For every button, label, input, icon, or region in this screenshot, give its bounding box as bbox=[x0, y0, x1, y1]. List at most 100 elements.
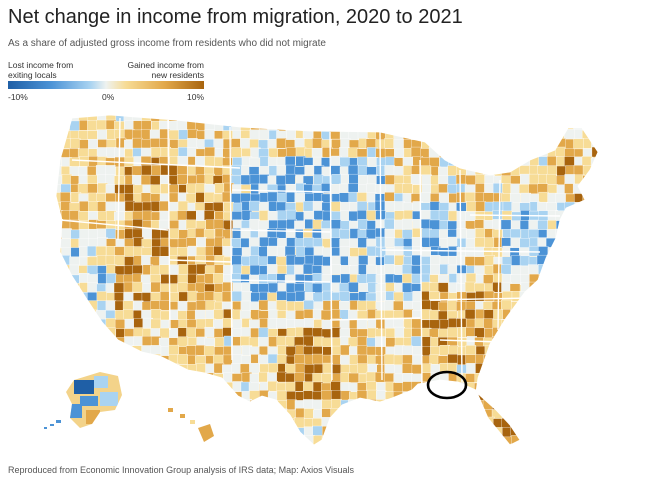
county-cell bbox=[402, 407, 414, 419]
county-cell bbox=[357, 115, 368, 122]
county-cell bbox=[158, 219, 170, 231]
county-cell bbox=[56, 129, 62, 140]
county-cell bbox=[583, 426, 594, 438]
county-cell bbox=[546, 129, 557, 141]
county-cell bbox=[564, 245, 576, 257]
county-cell bbox=[56, 228, 62, 239]
county-cell bbox=[493, 373, 505, 384]
county-cell bbox=[573, 436, 584, 445]
county-cell bbox=[591, 300, 598, 311]
county-cell bbox=[105, 255, 117, 266]
county-cell bbox=[466, 399, 477, 410]
county-cell bbox=[565, 327, 576, 338]
county-cell bbox=[385, 409, 397, 420]
county-cell bbox=[429, 219, 440, 231]
county-cell bbox=[87, 345, 98, 356]
county-cell bbox=[564, 174, 575, 185]
county-cell bbox=[402, 363, 413, 375]
county-cell bbox=[267, 391, 279, 402]
county-cell bbox=[294, 138, 306, 149]
county-cell bbox=[547, 363, 558, 374]
county-cell bbox=[295, 274, 306, 285]
county-cell bbox=[97, 446, 107, 456]
county-cell bbox=[169, 399, 180, 410]
county-cell bbox=[214, 426, 226, 438]
county-cell bbox=[537, 443, 548, 445]
county-cell bbox=[502, 291, 513, 302]
county-cell bbox=[591, 355, 598, 366]
county-cell bbox=[186, 364, 198, 375]
county-cell bbox=[500, 391, 512, 402]
county-cell bbox=[311, 147, 323, 159]
county-cell bbox=[547, 274, 558, 285]
county-cell bbox=[142, 363, 153, 375]
county-cell bbox=[303, 228, 314, 239]
county-cell bbox=[70, 292, 81, 304]
county-cell bbox=[592, 381, 598, 392]
county-cell bbox=[78, 211, 89, 222]
county-cell bbox=[448, 399, 459, 411]
county-cell bbox=[411, 436, 423, 445]
county-cell bbox=[70, 318, 81, 329]
county-cell bbox=[141, 444, 152, 445]
county-cell bbox=[331, 426, 342, 437]
county-cell bbox=[511, 328, 522, 339]
county-cell bbox=[574, 115, 586, 123]
county-cell bbox=[347, 164, 359, 176]
county-cell bbox=[537, 345, 548, 356]
county-cell bbox=[79, 444, 91, 445]
county-cell bbox=[186, 115, 198, 122]
county-cell bbox=[465, 427, 477, 438]
county-cell bbox=[304, 165, 315, 176]
county-cell bbox=[349, 435, 360, 445]
legend-color-ramp bbox=[8, 81, 204, 89]
county-cell bbox=[439, 345, 450, 356]
county-cell bbox=[124, 318, 135, 330]
county-cell bbox=[528, 183, 539, 195]
county-cell bbox=[131, 165, 143, 177]
county-cell bbox=[474, 130, 486, 141]
county-cell bbox=[141, 391, 152, 403]
county-cell bbox=[466, 363, 477, 374]
county-cell bbox=[286, 209, 297, 221]
county-cell bbox=[483, 444, 494, 445]
county-cell bbox=[591, 292, 598, 303]
county-cell bbox=[347, 147, 359, 158]
county-cell bbox=[520, 335, 531, 347]
county-cell bbox=[564, 435, 575, 445]
county-cell bbox=[115, 425, 126, 437]
county-cell bbox=[393, 139, 404, 150]
county-cell bbox=[222, 446, 232, 456]
county-cell bbox=[312, 283, 323, 294]
county-cell bbox=[330, 444, 341, 445]
county-cell bbox=[169, 391, 181, 402]
county-cell bbox=[340, 444, 351, 445]
county-cell bbox=[564, 210, 575, 221]
county-cell bbox=[87, 444, 98, 445]
county-cell bbox=[131, 417, 143, 429]
county-cell bbox=[419, 115, 431, 122]
county-cell bbox=[582, 363, 593, 375]
county-cell bbox=[131, 390, 143, 401]
county-cell bbox=[430, 426, 441, 437]
county-cell bbox=[466, 292, 477, 303]
county-cell bbox=[213, 435, 224, 445]
county-cell bbox=[573, 138, 584, 149]
county-cell bbox=[510, 391, 522, 402]
county-cell bbox=[304, 318, 315, 329]
alaska-cell bbox=[74, 380, 94, 394]
county-cell bbox=[69, 299, 81, 311]
county-cell bbox=[213, 309, 224, 320]
county-cell bbox=[412, 129, 423, 140]
county-cell bbox=[546, 255, 558, 266]
county-cell bbox=[447, 426, 459, 438]
county-cell bbox=[124, 381, 135, 393]
county-cell bbox=[223, 115, 234, 123]
county-cell bbox=[565, 265, 576, 277]
county-cell bbox=[582, 373, 594, 385]
county-cell bbox=[249, 218, 260, 230]
county-cell bbox=[142, 399, 153, 410]
county-cell bbox=[601, 283, 611, 293]
county-cell bbox=[295, 121, 307, 132]
alaska-cell bbox=[80, 396, 98, 406]
